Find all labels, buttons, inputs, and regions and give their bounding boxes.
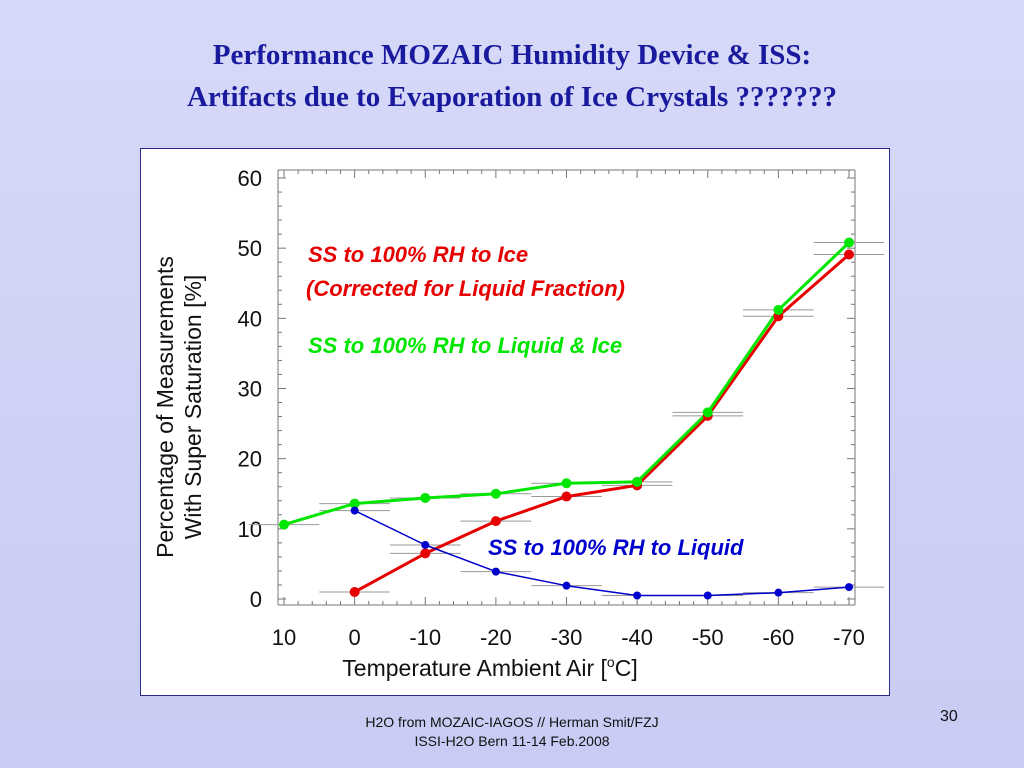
x-tick-label: -50 [692, 625, 724, 650]
legend-liquid: SS to 100% RH to Liquid [488, 535, 744, 560]
data-point-liquid_ice [279, 519, 289, 530]
data-point-ice [561, 491, 572, 502]
legend-ice-line1: SS to 100% RH to Ice [308, 242, 528, 267]
y-tick-label: 0 [250, 587, 262, 612]
data-point-ice [349, 586, 360, 597]
x-axis-label-main: Temperature Ambient Air [ [342, 655, 607, 681]
data-point-ice [490, 516, 501, 527]
data-point-liquid_ice [844, 237, 854, 248]
x-tick-label: -60 [762, 625, 794, 650]
data-point-liquid_ice [420, 492, 431, 503]
slide-footer: H2O from MOZAIC-IAGOS // Herman Smit/FZJ… [0, 713, 1024, 751]
data-point-ice [844, 249, 854, 260]
slide-title-line2: Artifacts due to Evaporation of Ice Crys… [186, 81, 837, 113]
y-tick-label: 40 [238, 306, 262, 331]
slide-title: Performance MOZAIC Humidity Device & ISS… [0, 34, 1024, 118]
page-number: 30 [940, 708, 958, 725]
x-tick-label: -30 [551, 625, 583, 650]
footer-line2: ISSI-H2O Bern 11-14 Feb.2008 [414, 733, 610, 749]
x-tick-label: 0 [349, 625, 361, 650]
y-axis-label-line1: Percentage of Measurements [152, 256, 178, 558]
x-tick-label: -10 [409, 625, 441, 650]
series-line-ice [353, 253, 850, 594]
series-line-liquid [354, 509, 850, 597]
data-point-liquid_ice [632, 476, 643, 487]
legend-liquid-ice: SS to 100% RH to Liquid & Ice [308, 333, 622, 358]
data-point-liquid_ice [702, 407, 713, 418]
y-tick-label: 10 [238, 517, 262, 542]
data-point-ice [420, 548, 431, 559]
x-tick-label: -40 [621, 625, 653, 650]
y-tick-label: 20 [238, 447, 262, 472]
y-tick-label: 30 [238, 377, 262, 402]
data-point-liquid [703, 591, 712, 600]
x-axis-label: Temperature Ambient Air [oC] [342, 654, 637, 681]
slide-title-line1: Performance MOZAIC Humidity Device & ISS… [212, 39, 812, 71]
data-point-liquid_ice [561, 478, 572, 489]
x-tick-label: 10 [272, 625, 296, 650]
data-point-liquid [491, 567, 500, 576]
y-tick-label: 60 [238, 166, 262, 191]
footer-line1: H2O from MOZAIC-IAGOS // Herman Smit/FZJ [365, 714, 659, 730]
x-tick-label: -70 [833, 625, 865, 650]
data-point-liquid_ice [773, 304, 784, 315]
chart-panel: 0 10 20 30 40 50 60 10 0 -10 -20 -30 -40 -50 -60 -70 SS… [140, 148, 890, 696]
legend-ice-line2: (Corrected for Liquid Fraction) [306, 276, 625, 301]
x-axis-label-end: C] [615, 655, 638, 681]
data-point-liquid [845, 583, 853, 592]
x-tick-label: -20 [480, 625, 512, 650]
data-point-liquid_ice [349, 498, 360, 509]
data-point-liquid [562, 581, 571, 590]
data-point-liquid_ice [490, 488, 501, 499]
data-point-liquid [633, 591, 642, 600]
y-axis-label-line2: With Super Saturation [%] [180, 275, 206, 540]
supersaturation-chart: 0 10 20 30 40 50 60 10 0 -10 -20 -30 -40 -50 -60 -70 SS… [152, 166, 885, 681]
x-axis-label-sup: o [607, 654, 615, 670]
data-point-liquid [350, 506, 359, 515]
data-point-liquid [421, 540, 430, 549]
data-point-liquid [774, 588, 783, 597]
y-tick-label: 50 [238, 236, 262, 261]
